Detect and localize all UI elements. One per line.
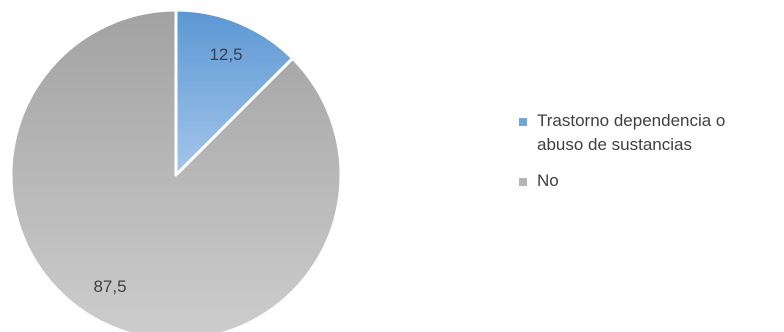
legend-item-no: No — [519, 169, 781, 193]
legend: Trastorno dependencia o abuso de sustanc… — [519, 109, 781, 205]
pie-data-labels: 12,5 87,5 — [93, 45, 242, 296]
legend-label-trastorno-line2: abuso de sustancias — [537, 135, 692, 154]
legend-swatch-trastorno — [519, 118, 527, 126]
pie-slices — [9, 8, 343, 332]
slice-label-no: 87,5 — [93, 277, 126, 296]
legend-label-trastorno-line1: Trastorno dependencia o — [537, 111, 726, 130]
legend-swatch-no — [519, 178, 527, 186]
slice-label-trastorno: 12,5 — [209, 45, 242, 64]
pie-slice-no — [9, 8, 343, 332]
legend-item-trastorno: Trastorno dependencia o abuso de sustanc… — [519, 109, 781, 157]
legend-label-no: No — [537, 171, 559, 190]
pie-slice-trastorno — [174, 8, 295, 177]
